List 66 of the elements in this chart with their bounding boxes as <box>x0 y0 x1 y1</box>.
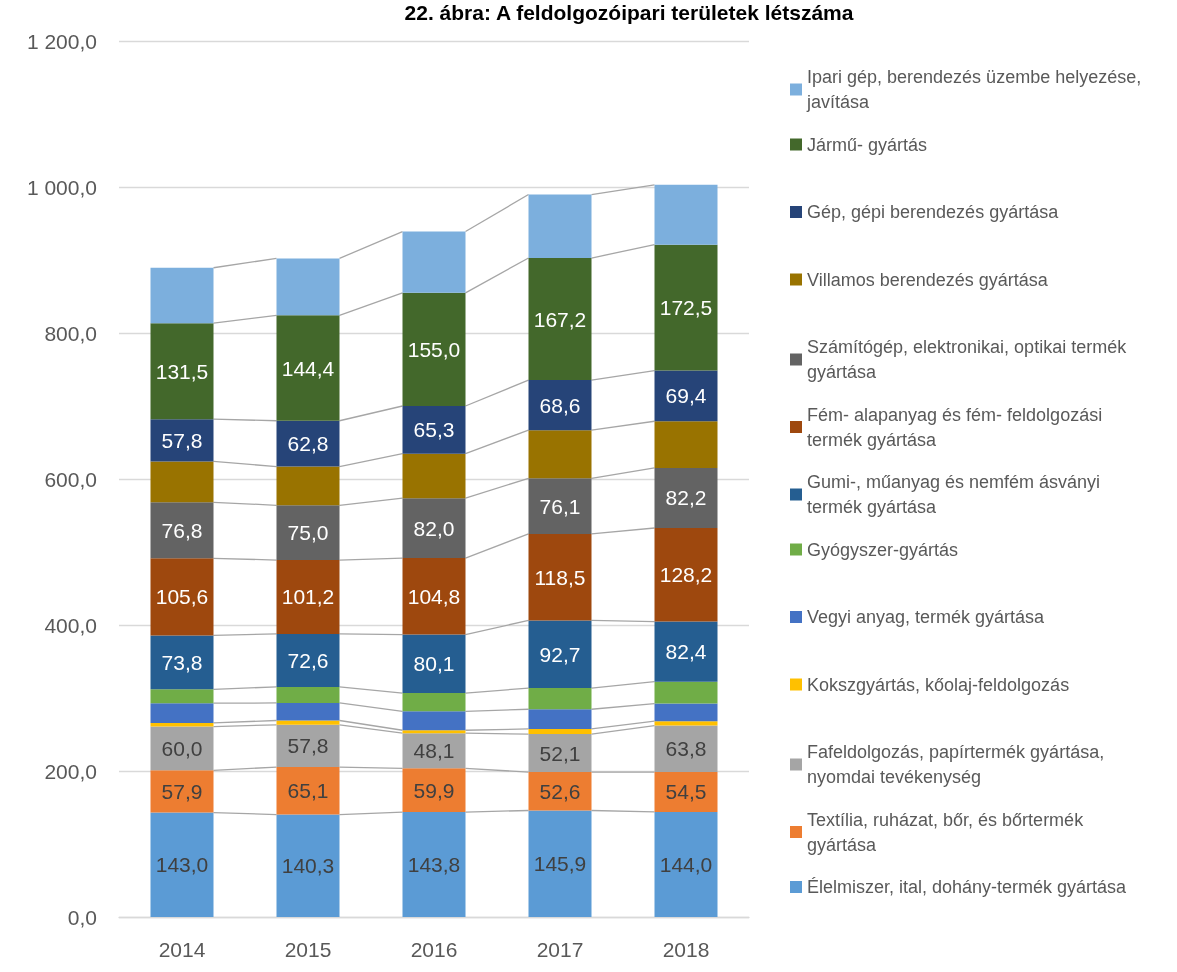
data-label: 59,9 <box>413 778 455 802</box>
y-tick-label: 600,0 <box>44 467 97 491</box>
y-tick-label: 0,0 <box>67 905 97 929</box>
data-label: 57,8 <box>287 734 329 758</box>
legend-label: Számítógép, elektronikai, optikai termék gyártása <box>807 337 1132 382</box>
x-tick-label: 2014 <box>158 938 206 961</box>
data-label: 73,8 <box>161 650 203 674</box>
data-label: 144,0 <box>659 852 713 876</box>
data-label: 167,2 <box>533 307 587 331</box>
legend-label: Élelmiszer, ital, dohány-termék gyártása <box>807 877 1128 897</box>
legend-label: Fafeldolgozás, papírtermék gyártása, nyomdai tevékenység <box>807 742 1110 787</box>
data-label: 128,2 <box>659 563 713 587</box>
y-tick-label: 200,0 <box>44 759 97 783</box>
data-label: 63,8 <box>665 737 707 761</box>
x-tick-label: 2015 <box>284 938 332 961</box>
data-label: 60,0 <box>161 736 203 760</box>
data-label: 118,5 <box>534 565 586 589</box>
data-label: 131,5 <box>155 359 209 383</box>
data-label: 82,2 <box>665 486 707 510</box>
data-label: 62,8 <box>287 432 329 456</box>
data-label: 143,0 <box>155 853 209 877</box>
y-tick-label: 1 000,0 <box>26 175 97 199</box>
data-label: 48,1 <box>413 739 455 763</box>
data-label: 101,2 <box>281 585 335 609</box>
data-label: 69,4 <box>665 384 707 408</box>
data-label: 75,0 <box>287 521 329 545</box>
data-label: 143,8 <box>407 853 461 877</box>
legend-label: Gép, gépi berendezés gyártása <box>807 202 1060 222</box>
data-label: 144,4 <box>281 356 335 380</box>
data-label: 145,9 <box>533 852 587 876</box>
x-tick-label: 2016 <box>410 938 458 961</box>
data-label: 76,1 <box>539 494 581 518</box>
data-label: 65,3 <box>413 418 455 442</box>
data-label: 52,1 <box>539 741 581 765</box>
y-tick-label: 1 200,0 <box>26 29 97 53</box>
legend-label: Kokszgyártás, kőolaj-feldolgozás <box>807 674 1070 695</box>
legend-label: Villamos berendezés gyártása <box>807 269 1049 290</box>
data-label: 57,9 <box>161 779 203 803</box>
legend-label: Ipari gép, berendezés üzembe helyezése, javítása <box>806 67 1147 112</box>
x-tick-label: 2018 <box>662 938 710 961</box>
data-label: 54,5 <box>665 780 707 804</box>
data-label: 140,3 <box>281 854 335 878</box>
data-label: 92,7 <box>539 642 581 666</box>
data-label: 105,6 <box>155 585 209 609</box>
y-tick-label: 800,0 <box>44 321 97 345</box>
data-label: 172,5 <box>659 296 713 320</box>
data-label: 65,1 <box>287 779 329 803</box>
data-label: 155,0 <box>407 337 461 361</box>
legend-label: Gumi-, műanyag és nemfém ásványi termék gyártása <box>807 472 1106 517</box>
legend-label: Jármű- gyártás <box>807 134 928 155</box>
legend-label: Gyógyszer-gyártás <box>807 539 959 560</box>
data-label: 82,4 <box>665 640 707 664</box>
x-tick-label: 2017 <box>536 938 584 961</box>
legend-label: Textília, ruházat, bőr, és bőrtermék gyártása <box>807 809 1089 855</box>
data-label: 57,8 <box>161 428 203 452</box>
data-label: 72,6 <box>287 648 329 672</box>
chart-title: 22. ábra: A feldolgozóipari területek létszáma <box>404 1 854 24</box>
data-label: 82,0 <box>413 516 455 540</box>
data-label: 52,6 <box>539 779 581 803</box>
data-label: 104,8 <box>407 584 461 608</box>
data-label: 80,1 <box>413 652 455 676</box>
data-label: 68,6 <box>539 393 581 417</box>
y-tick-label: 400,0 <box>44 613 97 637</box>
legend-label: Fém- alapanyag és fém- feldolgozási termék gyártása <box>807 404 1108 450</box>
legend-label: Vegyi anyag, termék gyártása <box>807 607 1046 627</box>
data-label: 76,8 <box>161 518 203 542</box>
